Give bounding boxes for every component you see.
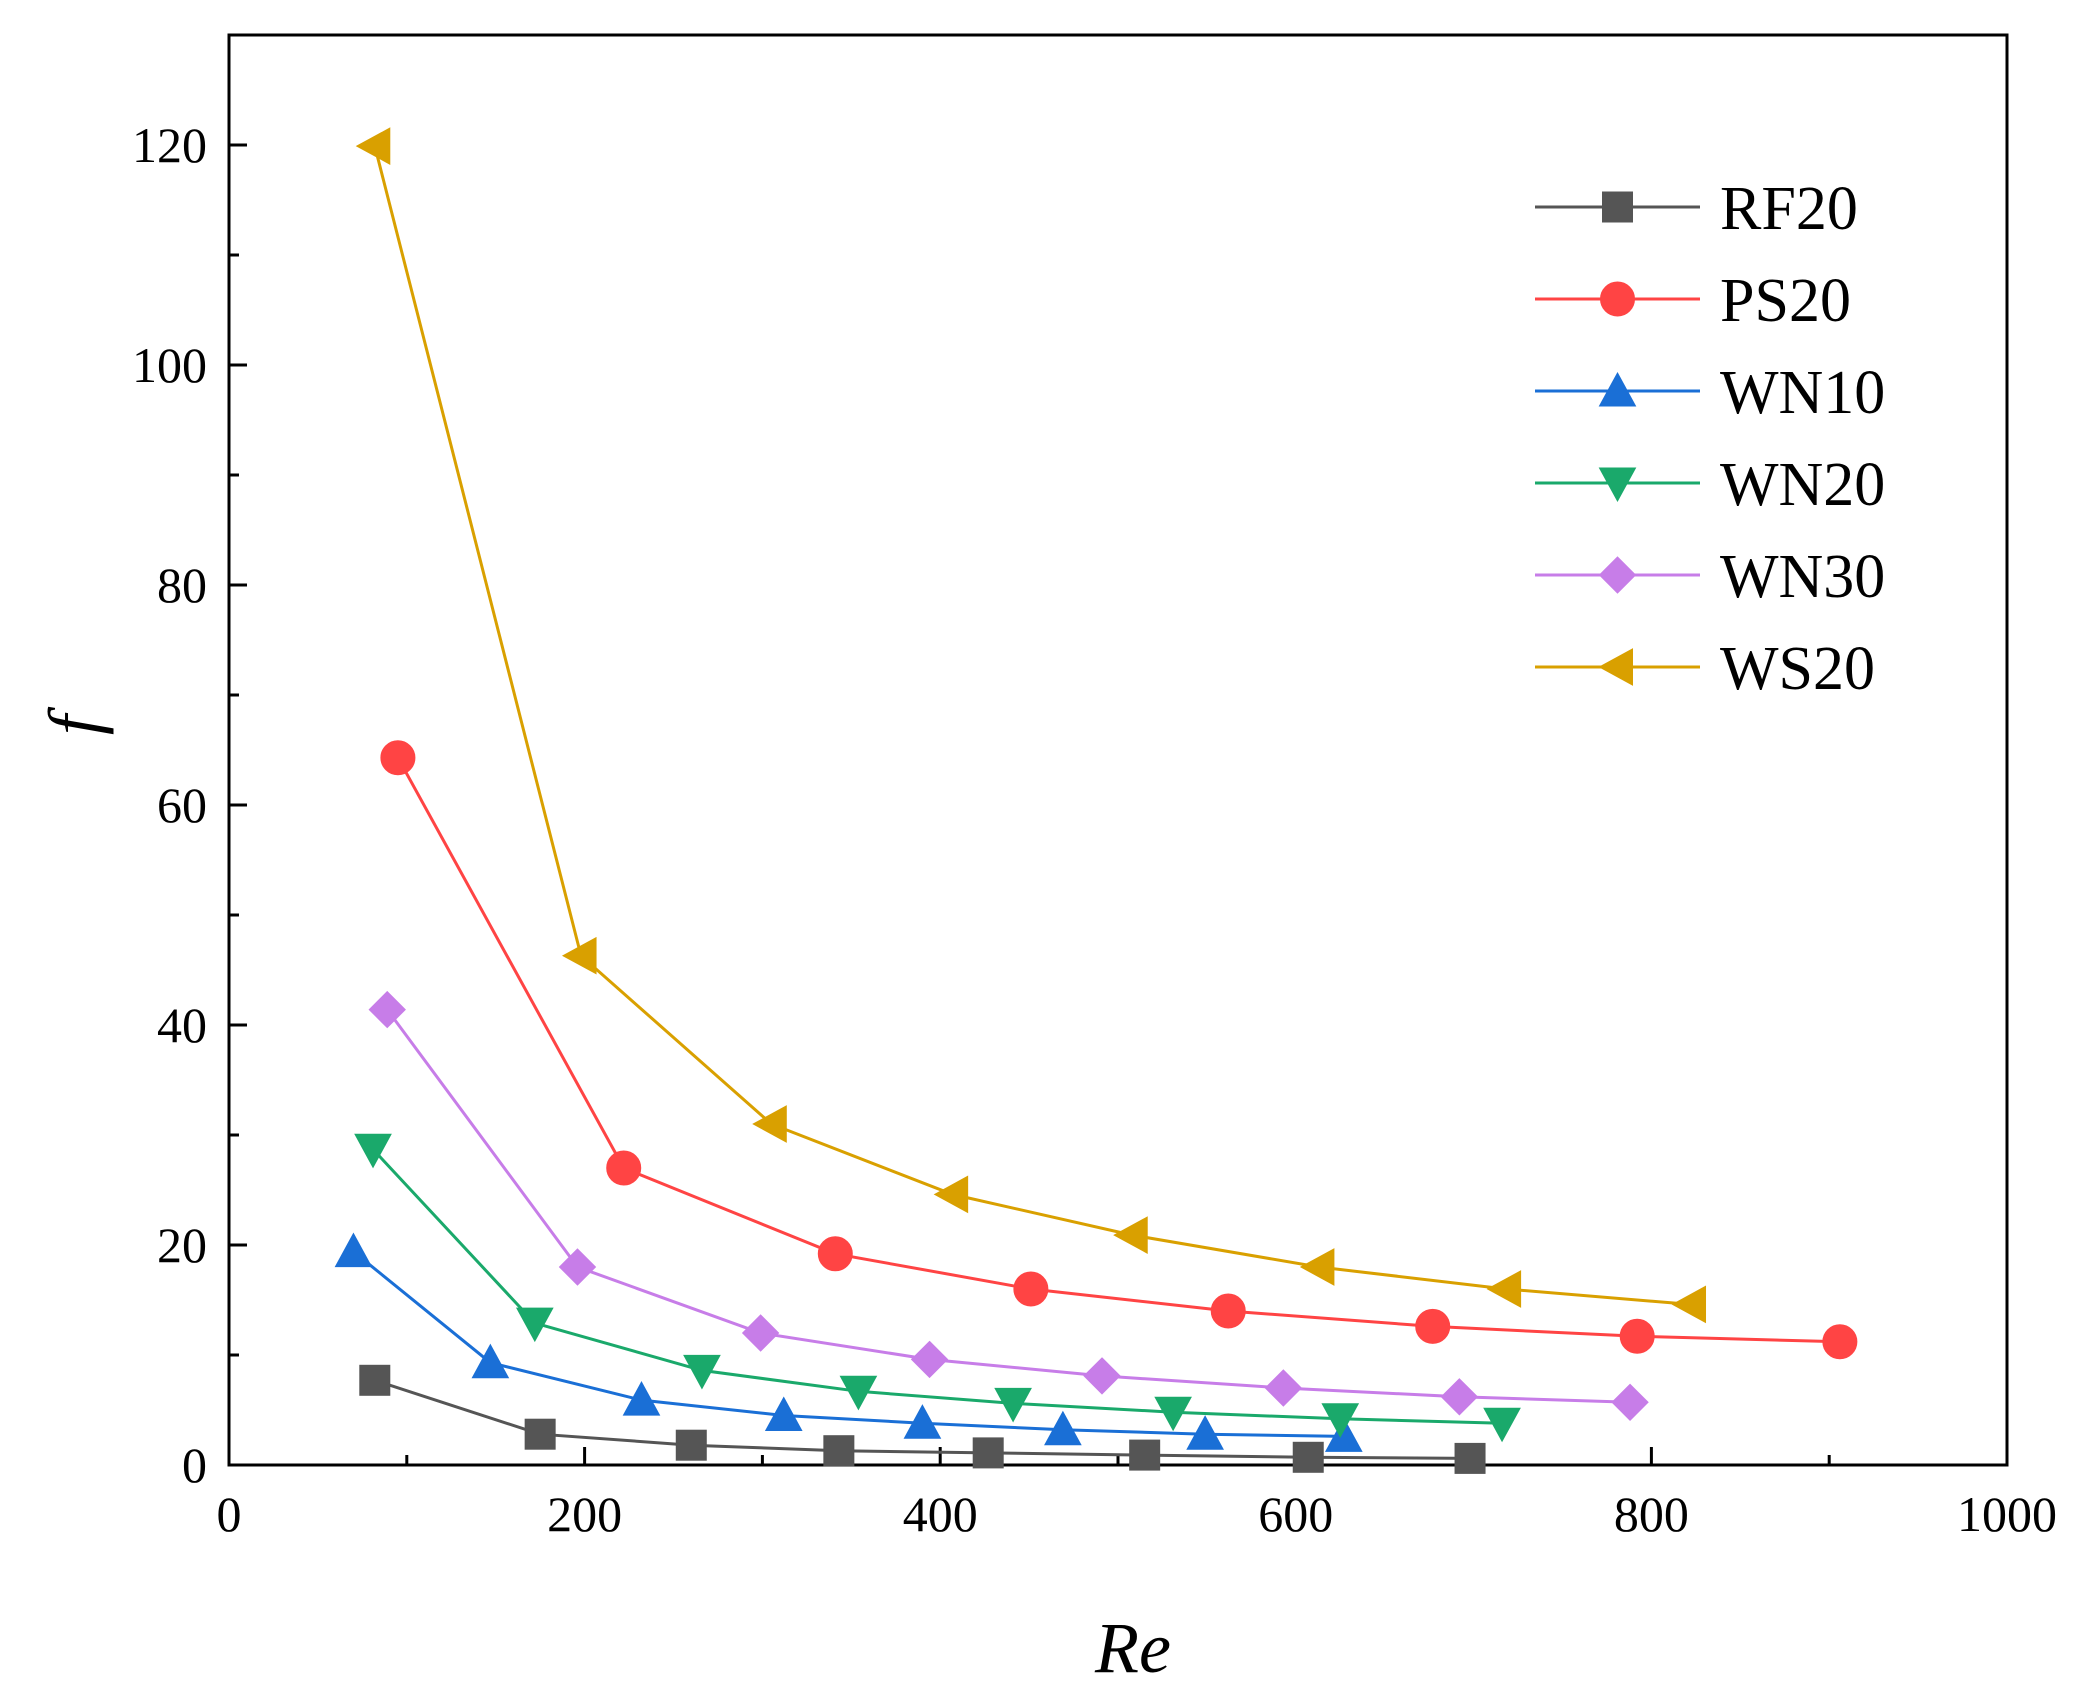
data-point <box>558 1248 597 1286</box>
data-point <box>1264 1369 1303 1407</box>
legend-label: WN10 <box>1720 359 1885 427</box>
data-point <box>1671 1285 1707 1324</box>
x-tick-label: 600 <box>1258 1486 1333 1542</box>
legend-label: WS20 <box>1720 635 1875 703</box>
data-point <box>764 1396 803 1431</box>
data-point <box>1299 1248 1335 1286</box>
data-point <box>817 1236 853 1272</box>
legend-item: WN30 <box>1535 543 1885 611</box>
series-line <box>371 1148 1503 1425</box>
data-point <box>622 1381 661 1416</box>
data-point <box>1415 1308 1451 1344</box>
data-point <box>515 1307 554 1343</box>
legend-marker <box>1598 371 1637 407</box>
data-point <box>1822 1324 1858 1360</box>
data-point <box>1083 1357 1121 1395</box>
x-tick-label: 400 <box>903 1486 978 1542</box>
data-point <box>1013 1271 1049 1307</box>
legend-item: RF20 <box>1535 175 1858 243</box>
data-point <box>1483 1407 1521 1443</box>
series-line <box>352 1250 1344 1438</box>
legend: RF20 PS20 WN10 WN20 WN30 WS20 <box>1535 175 1885 703</box>
data-point <box>355 127 391 165</box>
x-tick-label: 200 <box>547 1486 622 1542</box>
y-tick-label: 60 <box>157 777 207 833</box>
series-line <box>385 1008 1631 1404</box>
data-point <box>561 936 597 975</box>
series-line <box>374 1378 1471 1460</box>
series-wn20 <box>354 1133 1521 1443</box>
data-point <box>1611 1383 1649 1422</box>
data-point <box>910 1340 949 1379</box>
data-point <box>675 1429 707 1461</box>
series-ps20 <box>380 740 1858 1360</box>
data-point <box>368 990 406 1029</box>
series-ws20 <box>355 127 1707 1324</box>
y-tick-label: 40 <box>157 997 207 1053</box>
y-tick-label: 0 <box>182 1437 207 1493</box>
data-point <box>606 1150 642 1186</box>
data-point <box>994 1387 1032 1423</box>
axis-ticks <box>227 143 2009 1467</box>
data-series <box>334 127 1858 1474</box>
y-tick-label: 120 <box>132 117 207 173</box>
data-point <box>823 1435 855 1467</box>
data-point <box>1044 1410 1082 1446</box>
y-tick-label: 80 <box>157 557 207 613</box>
series-rf20 <box>359 1364 1486 1474</box>
series-line <box>373 145 1691 1306</box>
legend-label: WN30 <box>1720 543 1885 611</box>
legend-marker <box>1598 467 1637 503</box>
data-point <box>1186 1415 1224 1450</box>
series-wn10 <box>334 1232 1363 1452</box>
legend-label: PS20 <box>1720 267 1851 335</box>
data-point <box>1619 1318 1655 1354</box>
data-point <box>359 1364 391 1396</box>
data-point <box>972 1437 1004 1469</box>
legend-marker <box>1598 556 1637 594</box>
data-point <box>354 1133 392 1169</box>
data-point <box>741 1314 780 1352</box>
x-tick-label: 0 <box>217 1486 242 1542</box>
legend-marker <box>1602 191 1633 223</box>
legend-label: RF20 <box>1720 175 1858 243</box>
data-point <box>1324 1417 1363 1452</box>
legend-item: WN10 <box>1535 359 1885 427</box>
y-tick-label: 100 <box>132 337 207 393</box>
legend-item: WN20 <box>1535 451 1885 519</box>
x-tick-label: 800 <box>1614 1486 1689 1542</box>
data-point <box>1321 1403 1360 1438</box>
legend-item: PS20 <box>1535 267 1851 335</box>
legend-label: WN20 <box>1720 451 1885 519</box>
data-point <box>1113 1216 1148 1254</box>
legend-item: WS20 <box>1535 635 1875 703</box>
data-point <box>933 1175 969 1214</box>
data-point <box>1454 1442 1486 1474</box>
data-point <box>839 1375 878 1411</box>
data-point <box>1486 1270 1522 1308</box>
y-tick-label: 20 <box>157 1217 207 1273</box>
data-point <box>334 1232 373 1268</box>
data-point <box>1154 1396 1192 1432</box>
data-point <box>683 1354 721 1390</box>
plot-area <box>227 33 2009 1467</box>
data-point <box>380 740 416 776</box>
axis-tick-labels: 0 200 400 600 800 1000 0 20 40 60 80 100 120 <box>132 117 2057 1542</box>
data-point <box>1440 1378 1479 1416</box>
series-wn30 <box>368 990 1649 1422</box>
data-point <box>752 1105 787 1143</box>
legend-marker <box>1598 648 1633 686</box>
x-axis-title: Re <box>1094 1608 1171 1688</box>
y-axis-title: f <box>34 706 114 735</box>
series-line <box>396 756 1840 1344</box>
data-point <box>524 1418 556 1450</box>
legend-marker <box>1600 281 1635 317</box>
data-point <box>471 1343 510 1379</box>
x-tick-label: 1000 <box>1957 1486 2057 1542</box>
data-point <box>1292 1441 1324 1473</box>
data-point <box>903 1404 942 1439</box>
data-point <box>1210 1293 1246 1329</box>
data-point <box>1129 1439 1161 1471</box>
